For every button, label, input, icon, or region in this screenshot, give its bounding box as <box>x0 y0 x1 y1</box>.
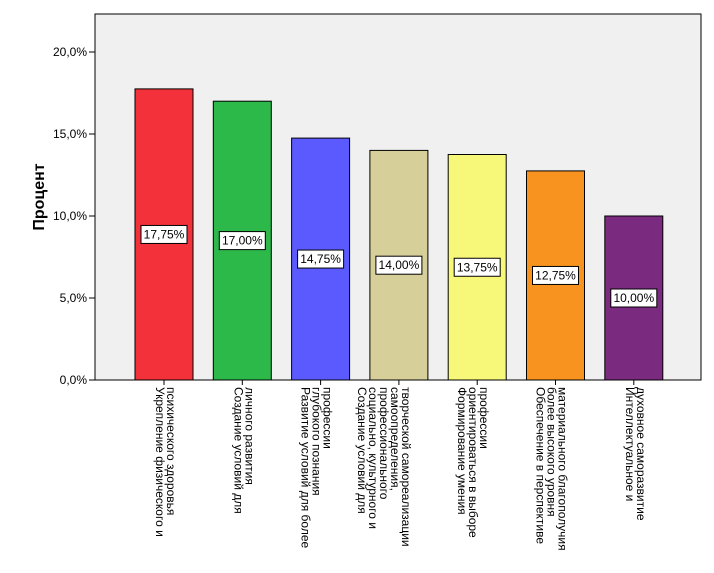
y-tick-label: 10,0% <box>53 209 87 223</box>
category-label: Укрепление физического и <box>153 387 167 537</box>
category-label: ориентироваться в выборе <box>466 387 480 538</box>
category-label: более высокого уровня <box>545 387 559 517</box>
category-label: Формирование умения <box>455 387 469 515</box>
data-label: 17,00% <box>222 234 263 248</box>
category-label: психического здоровья <box>164 387 178 515</box>
y-tick-label: 5,0% <box>60 291 88 305</box>
category-label: самоопределения, <box>388 387 402 491</box>
axis-layer: 0,0% 5,0% 10,0% 15,0% 20,0% <box>53 45 635 387</box>
category-label: профессии <box>321 387 335 449</box>
category-label: глубокого познания <box>310 387 324 496</box>
data-label: 12,75% <box>535 268 576 282</box>
category-label: творческой самореализации <box>399 387 413 547</box>
y-tick-label: 20,0% <box>53 45 87 59</box>
data-label-box <box>532 265 579 285</box>
data-label-box <box>297 249 345 269</box>
category-label: социально, культурного и <box>366 387 380 529</box>
data-label-box <box>140 224 188 244</box>
category-label: Обеспечение в перспективе <box>534 387 548 544</box>
data-label-box <box>375 255 423 275</box>
category-label: Создание условий для <box>355 387 369 514</box>
category-label: Развитие условий для более <box>299 387 313 549</box>
labels-layer: 17,75% Укрепление физического ипсихическо… <box>140 224 658 551</box>
category-label: профессионального <box>377 387 391 500</box>
category-label: материального благополучия <box>556 387 570 551</box>
y-tick-label: 0,0% <box>60 373 88 387</box>
data-label: 13,75% <box>457 260 498 274</box>
data-label: 14,75% <box>300 252 341 266</box>
data-label-box <box>610 288 658 308</box>
data-label-box <box>453 257 501 277</box>
data-label-box <box>218 231 266 251</box>
y-tick-label: 15,0% <box>53 127 87 141</box>
category-label: духовное саморазвитие <box>634 387 648 521</box>
data-label: 14,00% <box>379 258 420 272</box>
category-label: профессии <box>477 387 491 449</box>
category-label: Создание условий для <box>231 387 245 514</box>
data-label: 10,00% <box>613 291 654 305</box>
data-label: 17,75% <box>144 227 185 241</box>
category-label: Интеллектуальное и <box>623 387 637 501</box>
y-axis-title: Процент <box>31 163 48 230</box>
category-label: личного развития <box>242 387 256 485</box>
